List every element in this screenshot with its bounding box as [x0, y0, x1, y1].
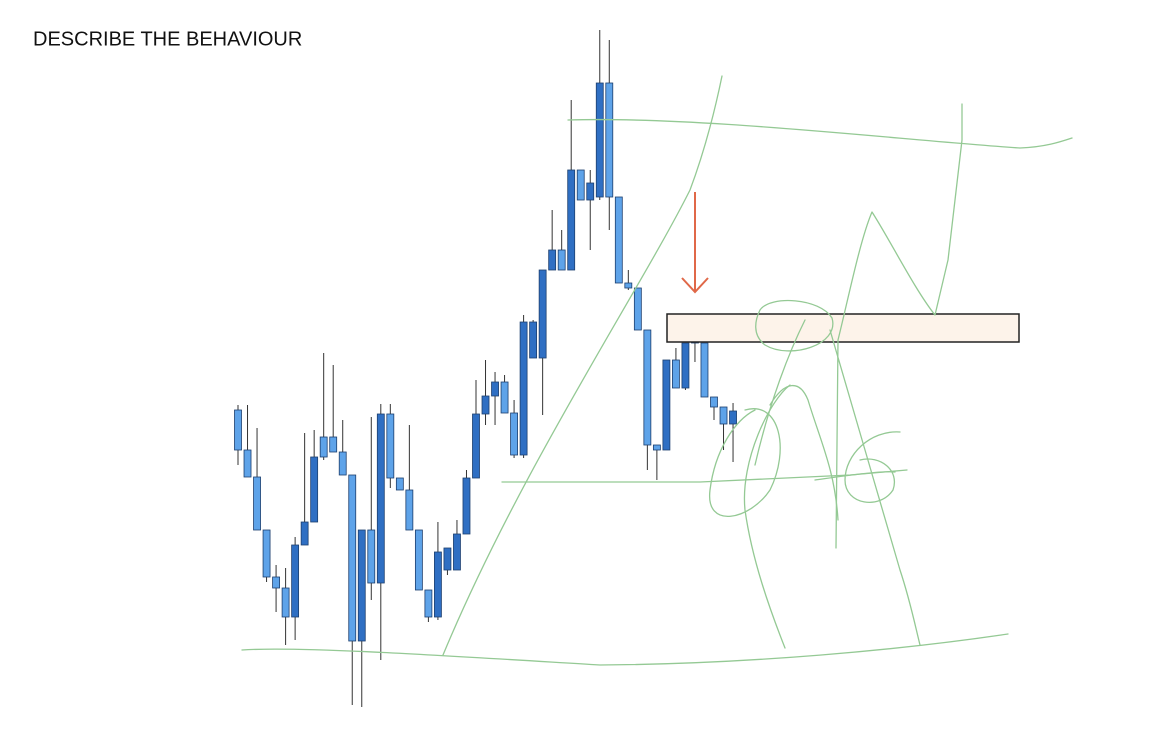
candle-body — [405, 489, 414, 531]
candle-body — [443, 547, 452, 571]
chart-title: DESCRIBE THE BEHAVIOUR — [33, 28, 302, 50]
candle-body — [586, 182, 595, 201]
candle-body — [338, 451, 347, 476]
annotations — [241, 75, 1073, 666]
candle-body — [310, 456, 319, 523]
drawn-line — [829, 329, 921, 646]
candle-body — [472, 413, 480, 479]
drawn-loop — [709, 408, 781, 517]
candle-body — [557, 249, 566, 271]
drawn-line — [835, 103, 963, 549]
candle-body — [633, 287, 642, 331]
drawn-loop — [814, 431, 901, 503]
drawn-line — [754, 319, 839, 521]
candle-body — [652, 444, 661, 451]
candle-body — [529, 321, 538, 359]
drawn-line — [241, 633, 1009, 666]
drawn-line — [743, 384, 791, 649]
candle-body — [434, 551, 442, 618]
candle-body — [605, 82, 614, 198]
arrow-head — [681, 277, 709, 294]
candle-body — [662, 359, 671, 451]
candle-body — [414, 529, 423, 591]
candle-body — [681, 342, 690, 389]
candle-body — [510, 412, 518, 456]
candle-body — [481, 395, 490, 415]
candle-body — [291, 544, 300, 618]
candle-body — [300, 521, 309, 546]
candle-body — [548, 249, 557, 271]
candle-body — [719, 406, 728, 425]
candle-body — [462, 477, 471, 535]
candle-body — [319, 436, 328, 458]
candle-body — [672, 359, 680, 389]
candle-body — [500, 381, 509, 414]
candle-body — [491, 381, 499, 397]
candle-body — [329, 436, 338, 453]
candle-body — [395, 477, 404, 491]
drawn-line — [442, 75, 723, 656]
candle-body — [453, 533, 461, 571]
candle-body — [367, 529, 376, 584]
candle-body — [386, 413, 395, 479]
candle-body — [729, 410, 737, 425]
candle-body — [710, 396, 718, 408]
drawn-loop — [755, 299, 834, 352]
candle-body — [538, 269, 547, 359]
candle-body — [567, 169, 576, 271]
candle-body — [424, 589, 433, 618]
candle-body — [262, 529, 271, 578]
drawn-line — [567, 118, 1073, 149]
candle-body — [281, 587, 290, 618]
candle-body — [357, 529, 366, 642]
candle-body — [348, 474, 357, 642]
candle-body — [614, 196, 623, 284]
candle-body — [234, 409, 242, 451]
candle-body — [253, 476, 261, 531]
candles — [234, 30, 737, 707]
candle-body — [576, 169, 585, 201]
candle-body — [243, 449, 252, 478]
candle-body — [376, 413, 385, 584]
candle-body — [700, 342, 709, 398]
candle-body — [643, 329, 652, 446]
candle-body — [272, 576, 280, 589]
candle-body — [624, 282, 633, 289]
candle-body — [519, 321, 528, 456]
candle-body — [595, 82, 604, 198]
